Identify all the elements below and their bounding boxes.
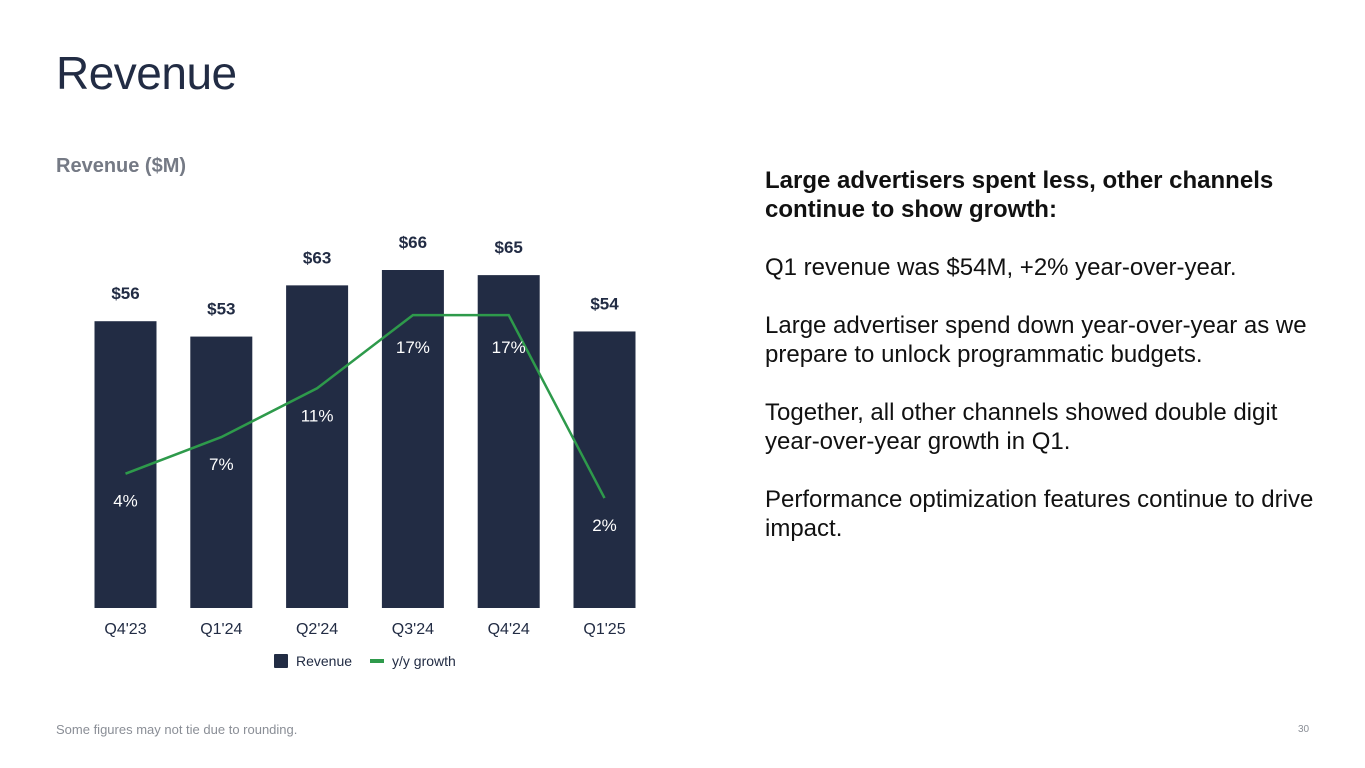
chart-title: Revenue ($M): [56, 155, 187, 177]
commentary-paragraph: Large advertiser spend down year-over-ye…: [765, 312, 1307, 368]
commentary-paragraph: Together, all other channels showed doub…: [765, 399, 1278, 455]
revenue-bar: [573, 331, 636, 608]
commentary-heading: Large advertisers spent less, other chan…: [765, 167, 1274, 223]
commentary-paragraph: Q1 revenue was $54M, +2% year-over-year.: [765, 254, 1237, 281]
category-tick-label: Q4'23: [104, 621, 146, 638]
revenue-bar: [286, 285, 349, 608]
revenue-bar: [477, 275, 540, 608]
growth-value-label: 2%: [592, 516, 617, 535]
category-tick-label: Q2'24: [296, 621, 338, 638]
revenue-bar: [190, 336, 253, 608]
commentary-paragraph: Performance optimization features contin…: [765, 486, 1314, 542]
legend-revenue-label: Revenue: [296, 653, 352, 669]
legend-revenue-swatch: [274, 654, 288, 668]
slide-title: Revenue: [56, 47, 237, 99]
category-tick-label: Q1'25: [583, 621, 625, 638]
growth-value-label: 4%: [113, 492, 138, 511]
revenue-chart: $56 Q4'23 $53 Q1'24 $63 Q2'24 $66 Q3'24 $65 Q4'24…: [94, 233, 636, 669]
bar-value-label: $54: [590, 294, 619, 313]
growth-value-label: 17%: [492, 338, 526, 357]
bar-value-label: $63: [303, 248, 331, 267]
category-tick-label: Q3'24: [392, 621, 434, 638]
bar-value-label: $53: [207, 300, 235, 319]
growth-value-label: 7%: [209, 455, 234, 474]
category-tick-label: Q4'24: [488, 621, 530, 638]
growth-line: [125, 313, 606, 499]
bar-value-label: $66: [399, 233, 427, 252]
category-tick-label: Q1'24: [200, 621, 242, 638]
page-number: 30: [1298, 724, 1310, 735]
commentary-panel: Large advertisers spent less, other chan…: [765, 166, 1325, 572]
bar-value-label: $65: [495, 238, 523, 257]
growth-value-label: 17%: [396, 338, 430, 357]
legend-growth-swatch: [370, 659, 384, 663]
footnote: Some figures may not tie due to rounding…: [56, 722, 298, 737]
bar-value-label: $56: [111, 284, 139, 303]
growth-value-label: 11%: [301, 406, 334, 425]
legend-growth-label: y/y growth: [392, 653, 456, 669]
revenue-bar: [381, 270, 444, 608]
